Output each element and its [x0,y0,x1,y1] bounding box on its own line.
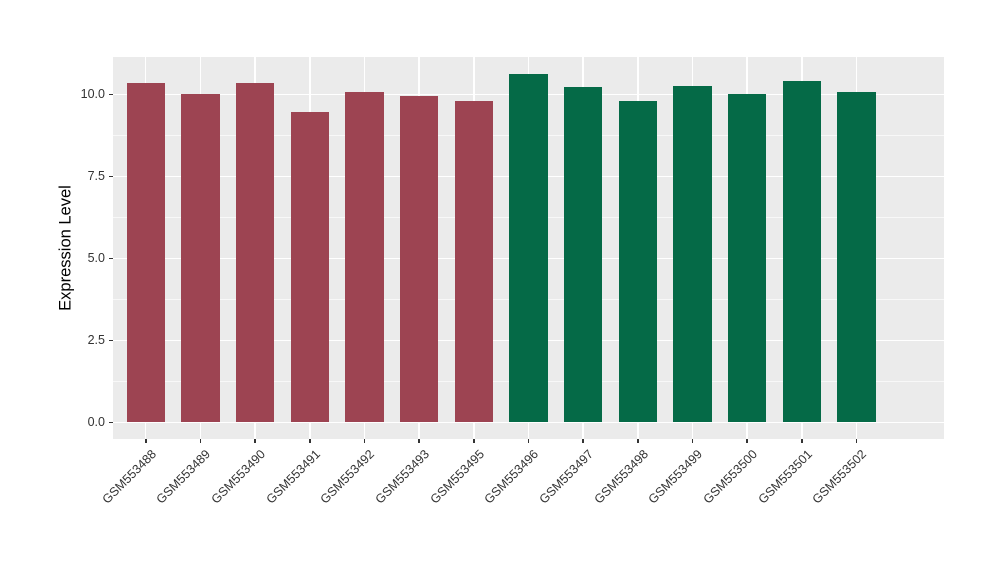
bar-GSM553498 [618,100,657,422]
x-tick-label: GSM553500 [700,447,761,507]
x-tick-label: GSM553489 [153,447,214,507]
bar-GSM553489 [181,94,220,422]
x-tick-mark [418,439,420,443]
x-tick-mark [855,439,858,443]
x-tick-mark [637,439,639,443]
x-tick-mark [527,439,530,443]
bar-GSM553501 [782,80,821,422]
y-tick-label: 10.0 [80,87,105,101]
y-tick-label: 7.5 [87,169,105,183]
x-tick-mark [746,439,748,443]
y-tick-label: 2.5 [87,333,105,347]
y-tick-label: 0.0 [87,415,105,429]
x-tick-label: GSM553502 [809,447,870,507]
x-tick-label: GSM553495 [427,447,487,507]
plot-panel [113,57,944,439]
x-tick-label: GSM553496 [481,447,542,507]
x-tick-label: GSM553492 [317,447,378,507]
bar-GSM553499 [673,85,712,422]
x-tick-label: GSM553497 [536,447,597,507]
bar-GSM553500 [728,94,767,422]
bar-GSM553491 [290,112,329,422]
bar-GSM553502 [837,92,876,422]
y-tick-mark [109,175,113,177]
y-tick-mark [109,93,113,95]
bar-GSM553488 [126,82,165,422]
x-tick-label: GSM553501 [755,447,815,507]
x-tick-mark [691,439,694,443]
x-tick-label: GSM553488 [99,447,159,507]
x-tick-label: GSM553499 [645,447,706,507]
x-tick-mark [254,439,256,443]
x-tick-label: GSM553493 [372,447,433,507]
x-tick-mark [473,439,475,443]
x-tick-label: GSM553490 [208,447,269,507]
x-tick-mark [145,439,147,443]
x-tick-mark [363,439,366,443]
y-tick-mark [109,421,113,423]
bar-GSM553496 [509,74,548,422]
y-tick-mark [109,339,113,341]
y-tick-mark [109,257,113,259]
y-tick-label: 5.0 [87,251,105,265]
bar-GSM553497 [564,87,603,422]
x-tick-label: GSM553491 [263,447,323,507]
bar-GSM553495 [454,100,493,422]
x-tick-mark [582,439,584,443]
bar-GSM553492 [345,92,384,422]
bar-GSM553493 [400,95,439,422]
x-tick-mark [309,439,311,443]
x-tick-mark [199,439,202,443]
x-tick-label: GSM553498 [591,447,651,507]
y-axis-title: Expression Level [56,185,75,311]
x-tick-mark [801,439,803,443]
bar-GSM553490 [236,82,275,422]
